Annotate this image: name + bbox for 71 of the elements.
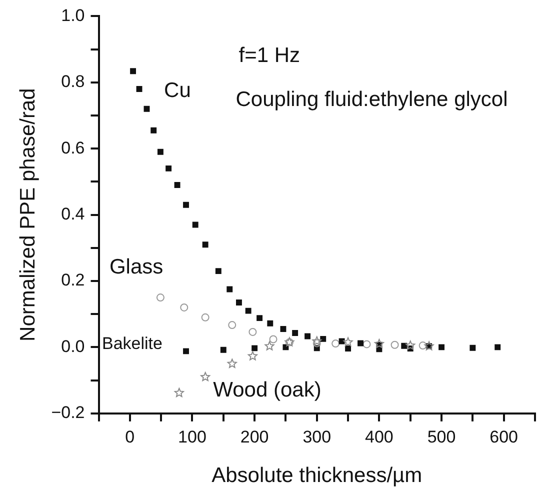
series-label: Wood (oak) (213, 378, 322, 402)
point (264, 341, 274, 350)
point (280, 326, 286, 332)
point (248, 328, 257, 336)
series-label: Glass (109, 255, 164, 278)
point (248, 351, 258, 360)
y-axis-title: Normalized PPE phase/rad (16, 88, 40, 342)
point (252, 345, 258, 352)
point (200, 372, 210, 382)
y-tick-label: 0.4 (61, 204, 85, 224)
point (157, 148, 164, 155)
point (136, 86, 142, 92)
series-label: Bakelite (102, 334, 162, 353)
point (401, 342, 408, 349)
y-tick-label: −0.2 (51, 403, 85, 422)
point (312, 336, 322, 346)
point (438, 344, 444, 350)
x-tick-label: 500 (427, 427, 456, 446)
point (312, 339, 321, 348)
y-tick-label: 0.2 (61, 270, 85, 290)
point (267, 320, 274, 326)
point (192, 222, 198, 228)
point (226, 286, 233, 292)
point (256, 315, 263, 322)
y-tick-label: 0.8 (61, 72, 85, 92)
x-axis-title: Absolute thickness/µm (212, 464, 422, 488)
x-tick-label: 300 (302, 427, 332, 446)
y-tick-label: 0.0 (61, 336, 85, 356)
point (345, 346, 352, 352)
point (320, 336, 326, 342)
y-tick-label: 1.0 (61, 6, 85, 25)
point (215, 268, 222, 274)
point (150, 127, 157, 134)
point (470, 344, 476, 351)
point (130, 68, 136, 74)
point (269, 335, 278, 344)
y-tick-label: 0.6 (61, 138, 85, 158)
x-tick-label: 0 (125, 427, 135, 446)
point (180, 303, 188, 312)
point (418, 342, 427, 350)
x-tick-label: 100 (178, 427, 206, 446)
point (390, 340, 399, 349)
point (166, 165, 172, 172)
point (494, 344, 501, 350)
point (228, 321, 236, 330)
point (220, 346, 226, 353)
point (236, 300, 242, 306)
point (304, 333, 311, 340)
point (144, 106, 150, 112)
point (202, 242, 208, 248)
point (406, 340, 416, 350)
point (362, 340, 371, 348)
x-tick-label: 200 (240, 427, 269, 446)
point (201, 313, 210, 322)
point (343, 337, 353, 346)
point (358, 340, 364, 346)
point (292, 330, 298, 336)
point (174, 388, 184, 398)
x-tick-label: 400 (365, 427, 394, 446)
annotation: f=1 Hz (238, 44, 300, 67)
x-tick-label: 600 (490, 427, 518, 446)
point (156, 294, 164, 302)
point (227, 358, 237, 368)
point (374, 338, 384, 348)
series-label: Cu (164, 78, 191, 102)
point (174, 182, 180, 188)
annotation: Coupling fluid:ethylene glycol (236, 88, 508, 111)
point (245, 308, 252, 314)
point (183, 202, 189, 208)
point (332, 340, 340, 348)
point (183, 348, 189, 354)
